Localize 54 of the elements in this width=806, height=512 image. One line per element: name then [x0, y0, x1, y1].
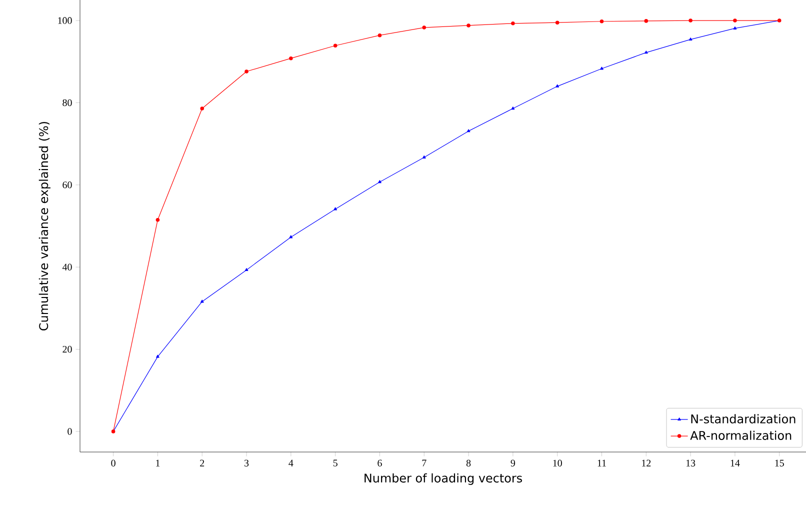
point [244, 70, 248, 74]
point [156, 218, 160, 222]
point [200, 106, 204, 110]
x-tick-label: 9 [510, 460, 516, 466]
legend-label: AR-normalization [690, 430, 792, 440]
x-tick-label: 5 [333, 460, 338, 466]
point [511, 22, 515, 26]
x-tick-label: 11 [598, 460, 606, 466]
point [289, 235, 293, 238]
x-tick-label: 7 [422, 460, 426, 466]
point [289, 56, 293, 60]
point [600, 19, 604, 24]
y-tick-label: 80 [62, 99, 72, 106]
point [200, 300, 204, 303]
x-tick-label: 15 [775, 460, 784, 466]
y-tick-label: 0 [68, 428, 72, 435]
point [334, 207, 338, 210]
point [555, 20, 560, 24]
x-axis-title: Number of loading vectors [364, 473, 522, 485]
x-tick-label: 0 [111, 460, 116, 466]
x-tick-label: 3 [244, 460, 249, 466]
legend-label: N-standardization [691, 414, 796, 424]
point [644, 50, 648, 54]
x-tick-label: 4 [288, 460, 294, 466]
point [466, 129, 470, 132]
x-tick-label: 12 [642, 460, 651, 466]
x-tick-label: 14 [730, 460, 740, 466]
point [156, 354, 160, 358]
point [600, 66, 604, 70]
point [378, 180, 382, 184]
point [422, 155, 426, 158]
x-tick-label: 10 [553, 460, 562, 466]
point [466, 24, 470, 28]
y-tick-label: 100 [58, 17, 72, 24]
point [511, 106, 515, 110]
point [333, 44, 338, 48]
point [244, 268, 248, 272]
point [688, 38, 692, 41]
point [688, 18, 692, 22]
y-tick-label: 60 [62, 182, 72, 188]
point [733, 26, 737, 30]
point [733, 18, 737, 22]
point [422, 26, 426, 30]
x-tick-label: 6 [378, 460, 382, 466]
x-tick-label: 13 [686, 460, 696, 466]
y-tick-label: 20 [62, 346, 72, 353]
point [644, 19, 648, 23]
point [378, 33, 382, 38]
x-tick-label: 1 [156, 460, 160, 466]
y-tick-label: 40 [62, 264, 72, 270]
x-tick-label: 8 [466, 460, 471, 466]
y-axis-title: Cumulative variance explained (%) [38, 122, 50, 330]
x-tick-label: 2 [200, 460, 204, 466]
point [556, 84, 560, 88]
